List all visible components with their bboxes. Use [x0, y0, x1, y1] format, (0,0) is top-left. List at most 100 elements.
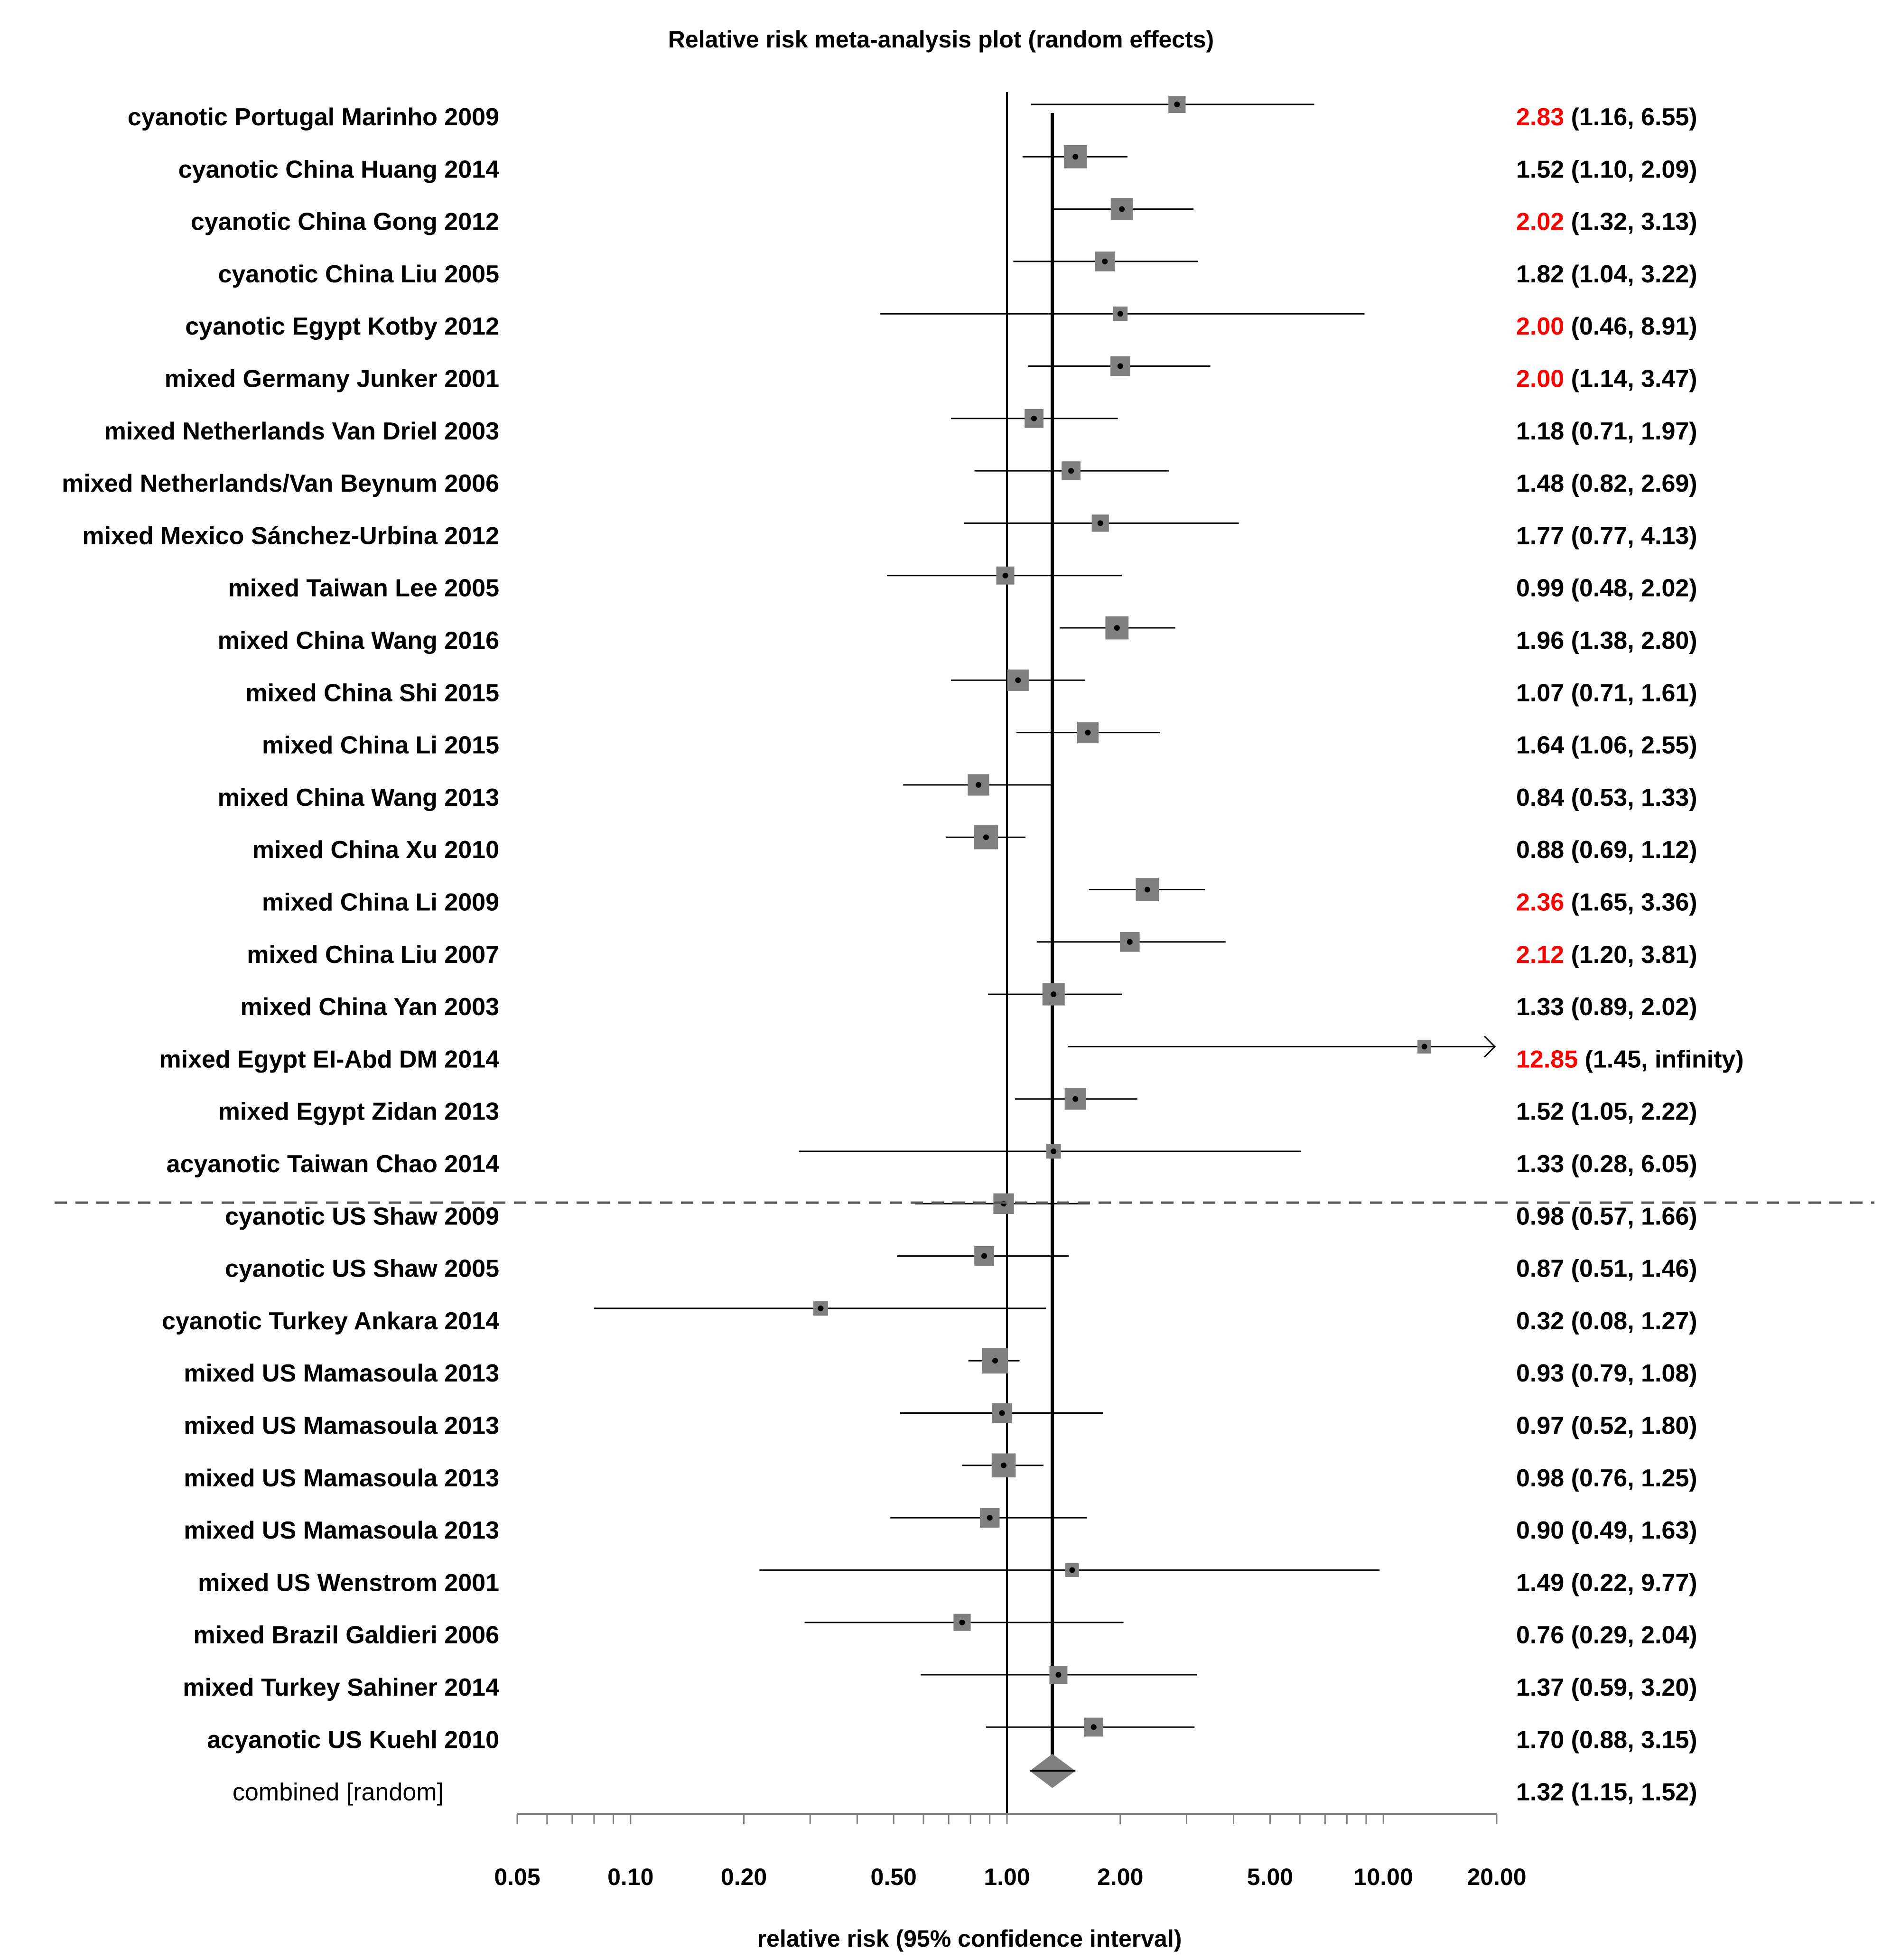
ci-value: (0.71, 1.97): [1564, 418, 1697, 445]
rr-value: 2.36: [1516, 889, 1564, 916]
study-label: cyanotic Egypt Kotby 2012: [185, 313, 499, 340]
estimate-text: 2.02 (1.32, 3.13): [1516, 208, 1697, 236]
rr-value: 0.32: [1516, 1307, 1564, 1335]
study-label: mixed US Mamasoula 2013: [184, 1412, 499, 1440]
estimate-text: 0.32 (0.08, 1.27): [1516, 1307, 1697, 1335]
point-estimate: [1055, 1672, 1062, 1678]
point-estimate: [1117, 311, 1123, 317]
rr-value: 12.85: [1516, 1045, 1578, 1073]
study-label: mixed Netherlands Van Driel 2003: [104, 418, 499, 445]
estimate-text: 1.52 (1.10, 2.09): [1516, 156, 1697, 183]
estimate-text: 1.49 (0.22, 9.77): [1516, 1569, 1697, 1596]
point-estimate: [1051, 991, 1057, 998]
estimate-text: 1.37 (0.59, 3.20): [1516, 1674, 1697, 1701]
x-tick-label: 5.00: [1247, 1864, 1293, 1890]
ci-value: (0.82, 2.69): [1564, 470, 1697, 497]
x-tick-label: 0.10: [607, 1864, 653, 1890]
estimate-text: 1.96 (1.38, 2.80): [1516, 627, 1697, 654]
estimate-text: 0.98 (0.76, 1.25): [1516, 1465, 1697, 1492]
rr-value: 1.37: [1516, 1674, 1564, 1701]
ci-value: (1.38, 2.80): [1564, 627, 1697, 654]
study-label: mixed China Yan 2003: [241, 993, 499, 1021]
study-label: mixed Taiwan Lee 2005: [228, 575, 499, 602]
x-tick-label: 0.50: [871, 1864, 917, 1890]
rr-value: 0.76: [1516, 1622, 1564, 1649]
point-estimate: [1051, 1148, 1057, 1154]
estimate-text: 0.90 (0.49, 1.63): [1516, 1517, 1697, 1544]
ci-value: (0.46, 8.91): [1564, 313, 1697, 340]
rr-value: 1.18: [1516, 418, 1564, 445]
estimate-text: 1.77 (0.77, 4.13): [1516, 522, 1697, 550]
rr-value: 1.52: [1516, 1098, 1564, 1126]
ci-value: (0.59, 3.20): [1564, 1674, 1697, 1701]
study-label: cyanotic China Gong 2012: [191, 208, 499, 236]
estimate-text: 0.97 (0.52, 1.80): [1516, 1412, 1697, 1440]
study-label: mixed China Li 2015: [262, 732, 499, 759]
point-estimate: [1119, 206, 1125, 212]
ci-value: (0.76, 1.25): [1564, 1465, 1697, 1492]
point-estimate: [1068, 468, 1074, 474]
rr-value: 0.97: [1516, 1412, 1564, 1440]
x-tick-label: 10.00: [1354, 1864, 1413, 1890]
rr-value: 1.49: [1516, 1569, 1564, 1596]
study-label: mixed Brazil Galdieri 2006: [193, 1622, 499, 1649]
ci-value: (0.53, 1.33): [1564, 784, 1697, 812]
ci-value: (0.52, 1.80): [1564, 1412, 1697, 1440]
study-rows: cyanotic Portugal Marinho 2009 2.83 (1.16…: [55, 92, 1874, 1814]
point-estimate: [1127, 939, 1133, 945]
study-label: acyanotic US Kuehl 2010: [207, 1726, 499, 1754]
study-label: mixed US Mamasoula 2013: [184, 1517, 499, 1544]
rr-value: 0.84: [1516, 784, 1564, 812]
study-label: mixed Mexico Sánchez-Urbina 2012: [82, 522, 499, 550]
rr-value: 2.83: [1516, 103, 1564, 131]
point-estimate: [987, 1515, 993, 1521]
estimate-text: 0.98 (0.57, 1.66): [1516, 1203, 1697, 1230]
point-estimate: [1117, 363, 1123, 369]
study-label: mixed Turkey Sahiner 2014: [183, 1674, 499, 1701]
ci-value: (0.89, 2.02): [1564, 993, 1697, 1021]
estimate-text: 1.70 (0.88, 3.15): [1516, 1726, 1697, 1754]
study-label: acyanotic Taiwan Chao 2014: [167, 1150, 499, 1178]
ci-value: (1.16, 6.55): [1564, 103, 1697, 131]
study-label: mixed Egypt Zidan 2013: [218, 1098, 499, 1126]
rr-value: 1.48: [1516, 470, 1564, 497]
x-tick-label: 0.20: [721, 1864, 767, 1890]
estimate-text: 2.00 (1.14, 3.47): [1516, 365, 1697, 393]
estimate-text: 1.33 (0.89, 2.02): [1516, 993, 1697, 1021]
x-axis-label: relative risk (95% confidence interval): [757, 1925, 1182, 1952]
estimate-text: 2.83 (1.16, 6.55): [1516, 103, 1697, 131]
point-estimate: [983, 834, 989, 840]
x-tick-label: 1.00: [984, 1864, 1030, 1890]
ci-value: (0.08, 1.27): [1564, 1307, 1697, 1335]
ci-value: (1.32, 3.13): [1564, 208, 1697, 236]
point-estimate: [981, 1253, 988, 1259]
estimate-text: 1.52 (1.05, 2.22): [1516, 1098, 1697, 1126]
study-label: cyanotic US Shaw 2005: [225, 1255, 499, 1283]
point-estimate: [992, 1358, 998, 1364]
x-axis: 0.05 0.10 0.20 0.50 1.00 2.00 5.00 10.00 20.00: [494, 1813, 1527, 1890]
point-estimate: [1090, 1724, 1097, 1730]
ci-value: (1.04, 3.22): [1564, 261, 1697, 288]
rr-value: 2.02: [1516, 208, 1564, 236]
ci-value: (0.57, 1.66): [1564, 1203, 1697, 1230]
ci-value: (1.05, 2.22): [1564, 1098, 1697, 1126]
rr-value: 1.33: [1516, 1150, 1564, 1178]
ci-value: (0.28, 6.05): [1564, 1150, 1697, 1178]
study-label: cyanotic China Huang 2014: [178, 156, 499, 183]
ci-value: (0.22, 9.77): [1564, 1569, 1697, 1596]
study-label: mixed China Shi 2015: [245, 679, 499, 707]
rr-value: 1.33: [1516, 993, 1564, 1021]
point-estimate: [1102, 258, 1108, 264]
rr-value: 0.98: [1516, 1465, 1564, 1492]
estimate-text: 0.88 (0.69, 1.12): [1516, 836, 1697, 864]
point-estimate: [959, 1619, 965, 1625]
rr-value: 2.12: [1516, 941, 1564, 969]
study-label: cyanotic Portugal Marinho 2009: [128, 103, 499, 131]
estimate-text: 0.76 (0.29, 2.04): [1516, 1622, 1697, 1649]
rr-value: 1.07: [1516, 679, 1564, 707]
ci-value: (0.48, 2.02): [1564, 575, 1697, 602]
ci-value: (0.29, 2.04): [1564, 1622, 1697, 1649]
rr-value: 1.64: [1516, 732, 1564, 759]
estimate-text: 1.64 (1.06, 2.55): [1516, 732, 1697, 759]
